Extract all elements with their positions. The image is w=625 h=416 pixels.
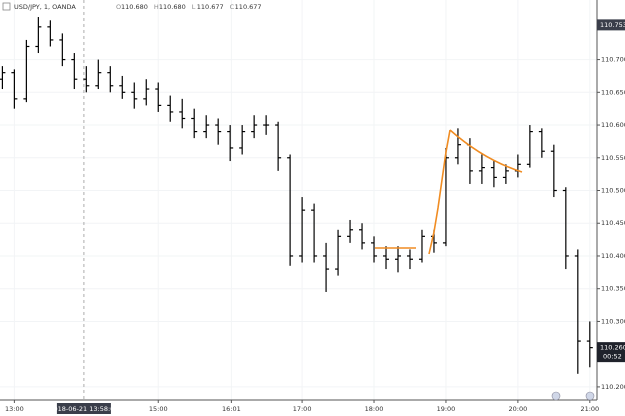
x-tick-label: 16:01 — [222, 405, 241, 413]
last-price-box — [597, 342, 625, 363]
x-tick-label: 21:00 — [580, 405, 599, 413]
legend-key: O — [116, 3, 121, 11]
legend-key: H — [154, 3, 159, 11]
y-tick-label: 110.650 — [601, 88, 625, 96]
y-tick-label: 110.500 — [601, 187, 625, 195]
crosshair-time-label: 2018-06-21 13:58:00 — [49, 405, 118, 413]
legend-value: 110.677 — [197, 3, 224, 11]
y-tick-label: 110.700 — [601, 56, 625, 64]
legend-key: C — [230, 3, 235, 11]
x-tick-label: 18:00 — [365, 405, 384, 413]
curve-drawing[interactable] — [449, 129, 523, 173]
last-price-label: 110.260 — [600, 344, 625, 352]
x-tick-label: 13:00 — [5, 405, 24, 413]
event-icon[interactable] — [551, 391, 561, 401]
event-icon[interactable] — [585, 391, 595, 401]
x-tick-label: 20:00 — [509, 405, 528, 413]
settings-icon[interactable] — [2, 2, 11, 11]
legend-value: 110.680 — [159, 3, 186, 11]
crosshair-price-label: 110.753 — [600, 21, 625, 29]
y-tick-label: 110.550 — [601, 154, 625, 162]
ohlc-legend: O 110.680 H 110.680 L 110.677 C 110.677 — [116, 3, 262, 11]
countdown-label: 00:52 — [603, 353, 622, 361]
y-tick-label: 110.450 — [601, 219, 625, 227]
trend-drawing[interactable] — [428, 129, 451, 255]
crosshair-time-box — [56, 403, 111, 414]
axis-layer: 110.700 110.650 110.600 110.550 110.500 110.4… — [5, 19, 625, 414]
crosshair-price-box — [597, 19, 625, 31]
x-tick-label: 19:00 — [437, 405, 456, 413]
y-tick-label: 110.350 — [601, 285, 625, 293]
y-tick-label: 110.600 — [601, 121, 625, 129]
legend-value: 110.677 — [235, 3, 262, 11]
bars-layer — [0, 17, 593, 374]
y-tick-label: 110.200 — [601, 383, 625, 391]
legend-value: 110.680 — [121, 3, 148, 11]
drawings — [375, 129, 523, 255]
symbol-title: USD/JPY, 1, OANDA — [14, 3, 76, 11]
y-tick-label: 110.400 — [601, 252, 625, 260]
x-tick-label: 15:00 — [149, 405, 168, 413]
x-tick-label: 17:00 — [293, 405, 312, 413]
y-tick-label: 110.300 — [601, 317, 625, 325]
legend-key: L — [192, 3, 196, 11]
